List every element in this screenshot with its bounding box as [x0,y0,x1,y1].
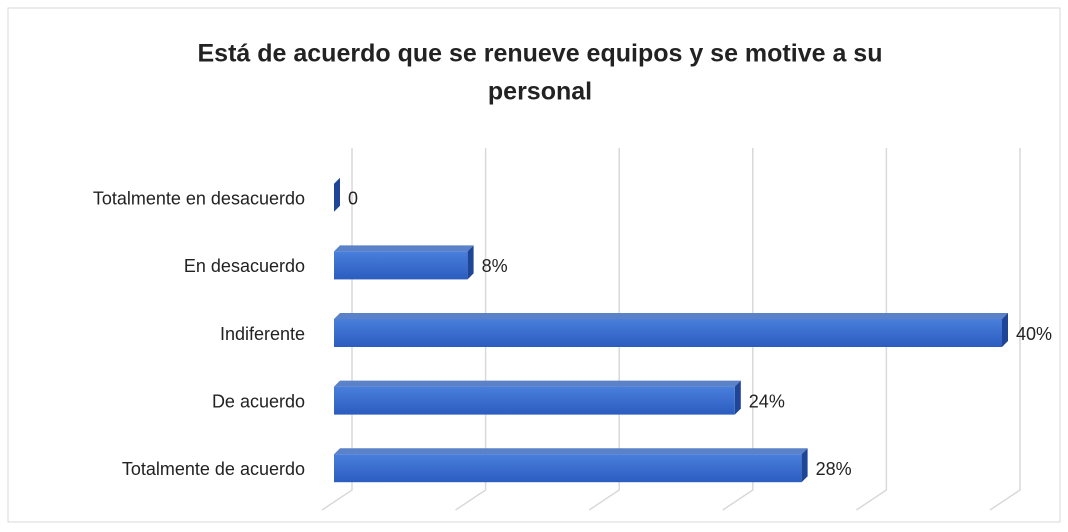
bar-top [334,448,808,455]
bar [334,454,802,483]
value-label: 0 [348,189,358,209]
bar-top [334,380,741,387]
grid-line [989,148,1021,511]
chart-title: Está de acuerdo que se renueve equipos y… [198,40,883,68]
chart-title: personal [488,78,592,106]
bar-side [801,448,808,483]
category-label: De acuerdo [212,391,305,411]
bar-side [1002,313,1008,347]
bar-top [334,245,474,252]
bar-side [467,245,474,280]
category-label: Indiferente [220,324,305,344]
bar [334,251,468,280]
grid-line [722,148,754,511]
value-label: 40% [1016,324,1052,344]
chart-frame [7,7,1061,523]
grid-line [855,148,888,511]
value-label: 24% [749,391,785,411]
value-label: 8% [482,256,508,276]
bar-side [334,177,340,212]
grid-line [588,148,620,511]
grid-line [455,148,487,511]
bar [334,386,735,415]
category-label: En desacuerdo [184,256,305,276]
value-label: 28% [816,459,852,479]
bar-side [734,380,741,415]
category-label: Totalmente en desacuerdo [93,189,305,209]
bar [334,319,1002,347]
bar-top [334,313,1008,319]
category-label: Totalmente de acuerdo [122,459,305,479]
